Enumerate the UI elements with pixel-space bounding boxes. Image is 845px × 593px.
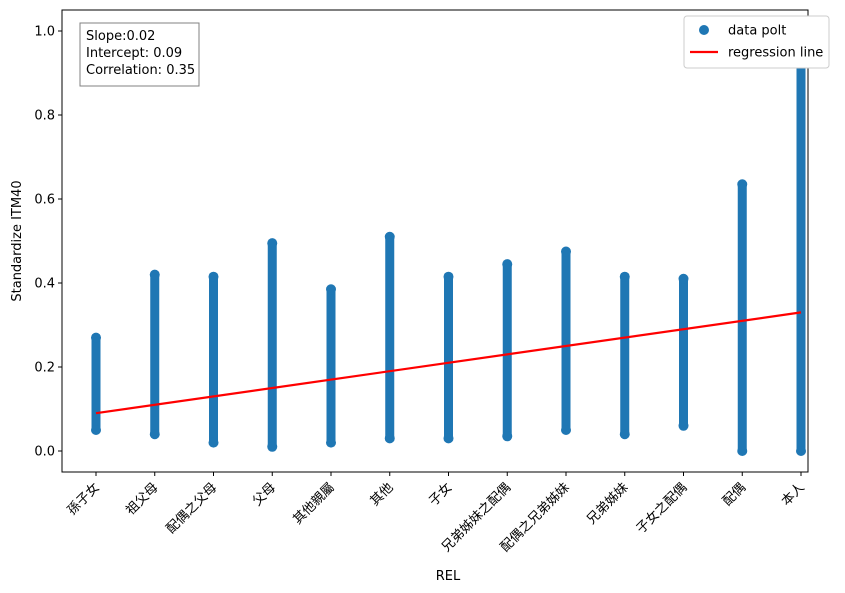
- y-tick-label: 0.2: [34, 361, 55, 376]
- x-tick-label: 其他親屬: [290, 480, 337, 527]
- stats-line: Intercept: 0.09: [86, 46, 182, 61]
- scatter-point-min: [208, 437, 219, 448]
- scatter-column-1: [149, 269, 160, 440]
- x-tick-label: 孫子女: [64, 480, 103, 519]
- scatter-point-max: [208, 271, 219, 282]
- y-tick-label: 0.8: [34, 109, 55, 124]
- scatter-column-body: [561, 251, 571, 430]
- x-tick-label: 兄弟姊妹: [584, 480, 631, 527]
- scatter-point-max: [502, 259, 513, 270]
- scatter-column-body: [796, 31, 806, 451]
- scatter-point-max: [619, 271, 630, 282]
- stats-box-frame: [79, 22, 200, 87]
- scatter-column-10: [678, 273, 689, 431]
- x-tick-label: 父母: [250, 480, 279, 509]
- y-tick-label: 0.0: [34, 445, 55, 460]
- legend-marker-scatter: [699, 25, 709, 35]
- scatter-column-11: [737, 179, 748, 456]
- stats-box: Slope:0.02 Intercept: 0.09 Correlation: 0.…: [79, 22, 200, 87]
- scatter-point-min: [561, 425, 571, 435]
- scatter-column-4: [326, 284, 336, 448]
- scatter-column-body: [91, 337, 101, 430]
- scatter-point-max: [149, 269, 160, 280]
- scatter-point-max: [267, 238, 278, 249]
- scatter-point-max: [561, 246, 571, 257]
- scatter-column-body: [502, 264, 512, 437]
- legend-label-line: regression line: [728, 46, 823, 61]
- scatter-column-8: [561, 246, 571, 435]
- scatter-column-body: [267, 243, 277, 447]
- legend: data polt regression line: [683, 15, 830, 69]
- scatter-column-12: [796, 26, 806, 456]
- scatter-point-min: [384, 433, 395, 444]
- scatter-point-max: [384, 231, 395, 242]
- scatter-point-min: [737, 446, 748, 456]
- scatter-point-min: [619, 429, 630, 440]
- regression-line: [95, 311, 802, 415]
- scatter-point-min: [502, 431, 513, 442]
- scatter-column-body: [620, 276, 630, 435]
- x-axis-title: REL: [436, 569, 461, 584]
- scatter-column-3: [267, 238, 278, 452]
- scatter-point-min: [326, 437, 336, 448]
- scatter-column-5: [384, 231, 395, 444]
- scatter-point-max: [737, 179, 748, 190]
- scatter-column-body: [209, 276, 218, 443]
- scatter-point-max: [678, 273, 689, 284]
- scatter-column-body: [679, 278, 688, 426]
- scatter-column-9: [619, 271, 630, 440]
- scatter-column-2: [208, 271, 219, 448]
- scatter-point-max: [443, 271, 454, 282]
- x-tick-label: 其他: [368, 480, 397, 509]
- scatter-column-body: [444, 276, 453, 439]
- scatter-point-min: [149, 429, 160, 440]
- stats-line: Correlation: 0.35: [86, 63, 195, 78]
- legend-label-scatter: data polt: [728, 24, 786, 39]
- stats-line: Slope:0.02: [86, 29, 155, 44]
- scatter-column-body: [385, 236, 395, 439]
- y-tick-label: 0.6: [34, 193, 55, 208]
- legend-frame: [683, 15, 830, 69]
- x-tick-label: 本人: [779, 480, 808, 509]
- scatter-point-min: [796, 446, 806, 456]
- x-tick-label: 子女之配偶: [633, 480, 690, 537]
- y-axis-title: Standardize ITM40: [10, 180, 25, 301]
- x-tick-label: 子女: [426, 480, 456, 510]
- scatter-column-body: [326, 289, 336, 443]
- scatter-point-max: [326, 284, 336, 295]
- scatter-point-min: [443, 433, 454, 444]
- scatter-column-body: [737, 184, 747, 452]
- x-tick-label: 祖父母: [123, 480, 161, 518]
- y-tick-label: 1.0: [34, 25, 55, 40]
- x-tick-label: 配偶: [720, 480, 749, 509]
- scatter-point-min: [678, 420, 689, 431]
- x-tick-label: 配偶之父母: [164, 480, 221, 537]
- plot-area-frame: [61, 9, 809, 473]
- scatter-point-min: [91, 425, 101, 435]
- scatter-column-7: [502, 259, 513, 442]
- scatter-point-max: [91, 332, 101, 343]
- y-tick-label: 0.4: [34, 277, 55, 292]
- scatter-point-min: [267, 441, 278, 452]
- scatter-column-body: [150, 274, 160, 435]
- scatter-column-6: [443, 271, 454, 444]
- scatter-column-0: [91, 332, 101, 435]
